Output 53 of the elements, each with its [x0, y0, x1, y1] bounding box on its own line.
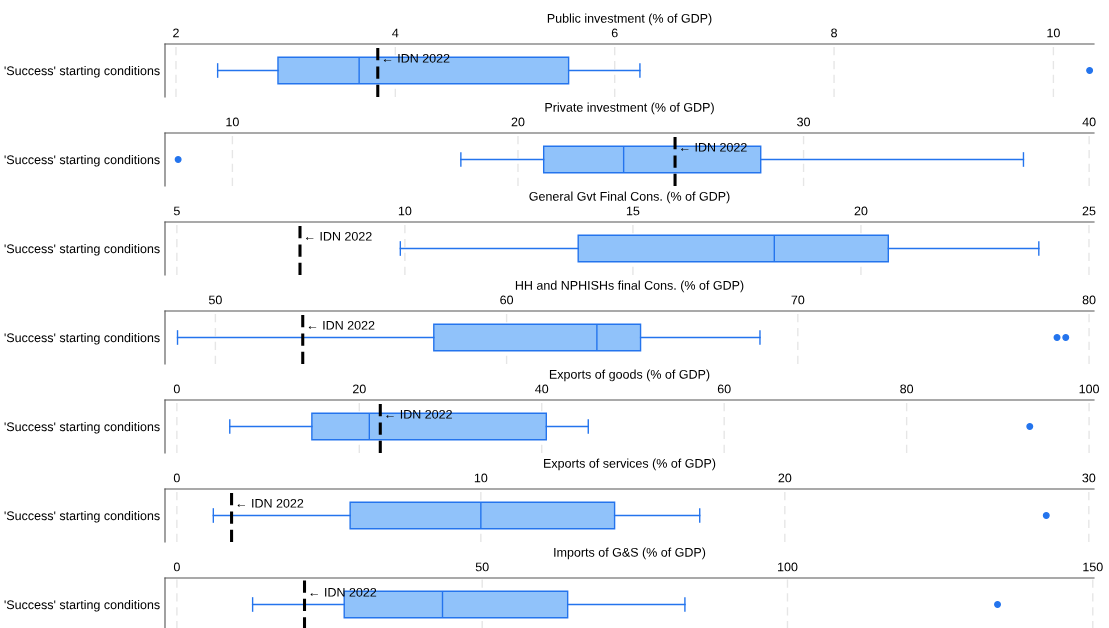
x-axis-title: Exports of goods (% of GDP)	[549, 369, 710, 382]
x-tick-label: 100	[1079, 384, 1100, 394]
y-tick-label: 'Success' starting conditions	[4, 154, 160, 167]
x-tick-label: 20	[352, 384, 366, 394]
ref-line-label: ← IDN 2022	[386, 409, 452, 419]
x-axis-title: General Gvt Final Cons. (% of GDP)	[529, 191, 730, 204]
x-tick-label: 20	[778, 473, 792, 483]
x-tick-label: 80	[900, 384, 914, 394]
x-tick-label: 30	[1082, 473, 1096, 483]
x-tick-label: 10	[398, 206, 412, 216]
x-tick-label: 5	[173, 206, 180, 216]
x-tick-label: 30	[797, 117, 811, 127]
y-tick-label: 'Success' starting conditions	[4, 243, 160, 256]
x-tick-label: 6	[611, 28, 618, 38]
x-axis-title: Exports of services (% of GDP)	[544, 458, 716, 471]
x-tick-label: 40	[535, 384, 549, 394]
x-tick-label: 25	[1082, 206, 1096, 216]
x-tick-label: 40	[1082, 117, 1096, 127]
ref-line-label: ← IDN 2022	[310, 587, 377, 597]
x-tick-label: 0	[173, 384, 180, 394]
x-axis-title: HH and NPHISHs final Cons. (% of GDP)	[515, 280, 744, 293]
x-tick-label: 20	[511, 117, 525, 127]
x-tick-label: 10	[474, 473, 488, 483]
ref-line-label: ← IDN 2022	[237, 498, 304, 508]
x-tick-label: 15	[626, 206, 640, 216]
x-tick-label: 0	[173, 473, 180, 483]
x-tick-label: 8	[831, 28, 837, 38]
ref-line-label: ← IDN 2022	[306, 231, 372, 241]
x-tick-label: 50	[475, 562, 489, 572]
x-axis-title: Imports of G&S (% of GDP)	[554, 547, 706, 560]
ref-line-label: ← IDN 2022	[308, 320, 375, 330]
x-tick-label: 70	[791, 295, 805, 305]
x-tick-label: 150	[1083, 562, 1103, 572]
y-tick-label: 'Success' starting conditions	[4, 332, 160, 345]
x-axis-title: Private investment (% of GDP)	[545, 102, 714, 115]
ref-line-label: ← IDN 2022	[383, 53, 450, 63]
ref-line-label: ← IDN 2022	[681, 142, 747, 152]
x-tick-label: 10	[1047, 28, 1060, 38]
y-tick-label: 'Success' starting conditions	[4, 510, 160, 523]
y-tick-label: 'Success' starting conditions	[4, 599, 160, 612]
x-tick-label: 50	[208, 295, 222, 305]
x-tick-label: 60	[717, 384, 731, 394]
x-axis-title: Public investment (% of GDP)	[547, 13, 712, 26]
y-tick-label: 'Success' starting conditions	[4, 65, 160, 78]
x-tick-label: 4	[392, 28, 399, 38]
x-tick-label: 10	[226, 117, 239, 127]
x-tick-label: 60	[500, 295, 514, 305]
x-tick-label: 100	[778, 562, 798, 572]
x-tick-label: 2	[173, 28, 179, 38]
x-tick-label: 0	[173, 562, 180, 572]
x-tick-label: 20	[854, 206, 868, 216]
x-tick-label: 80	[1082, 295, 1096, 305]
y-tick-label: 'Success' starting conditions	[4, 421, 160, 434]
